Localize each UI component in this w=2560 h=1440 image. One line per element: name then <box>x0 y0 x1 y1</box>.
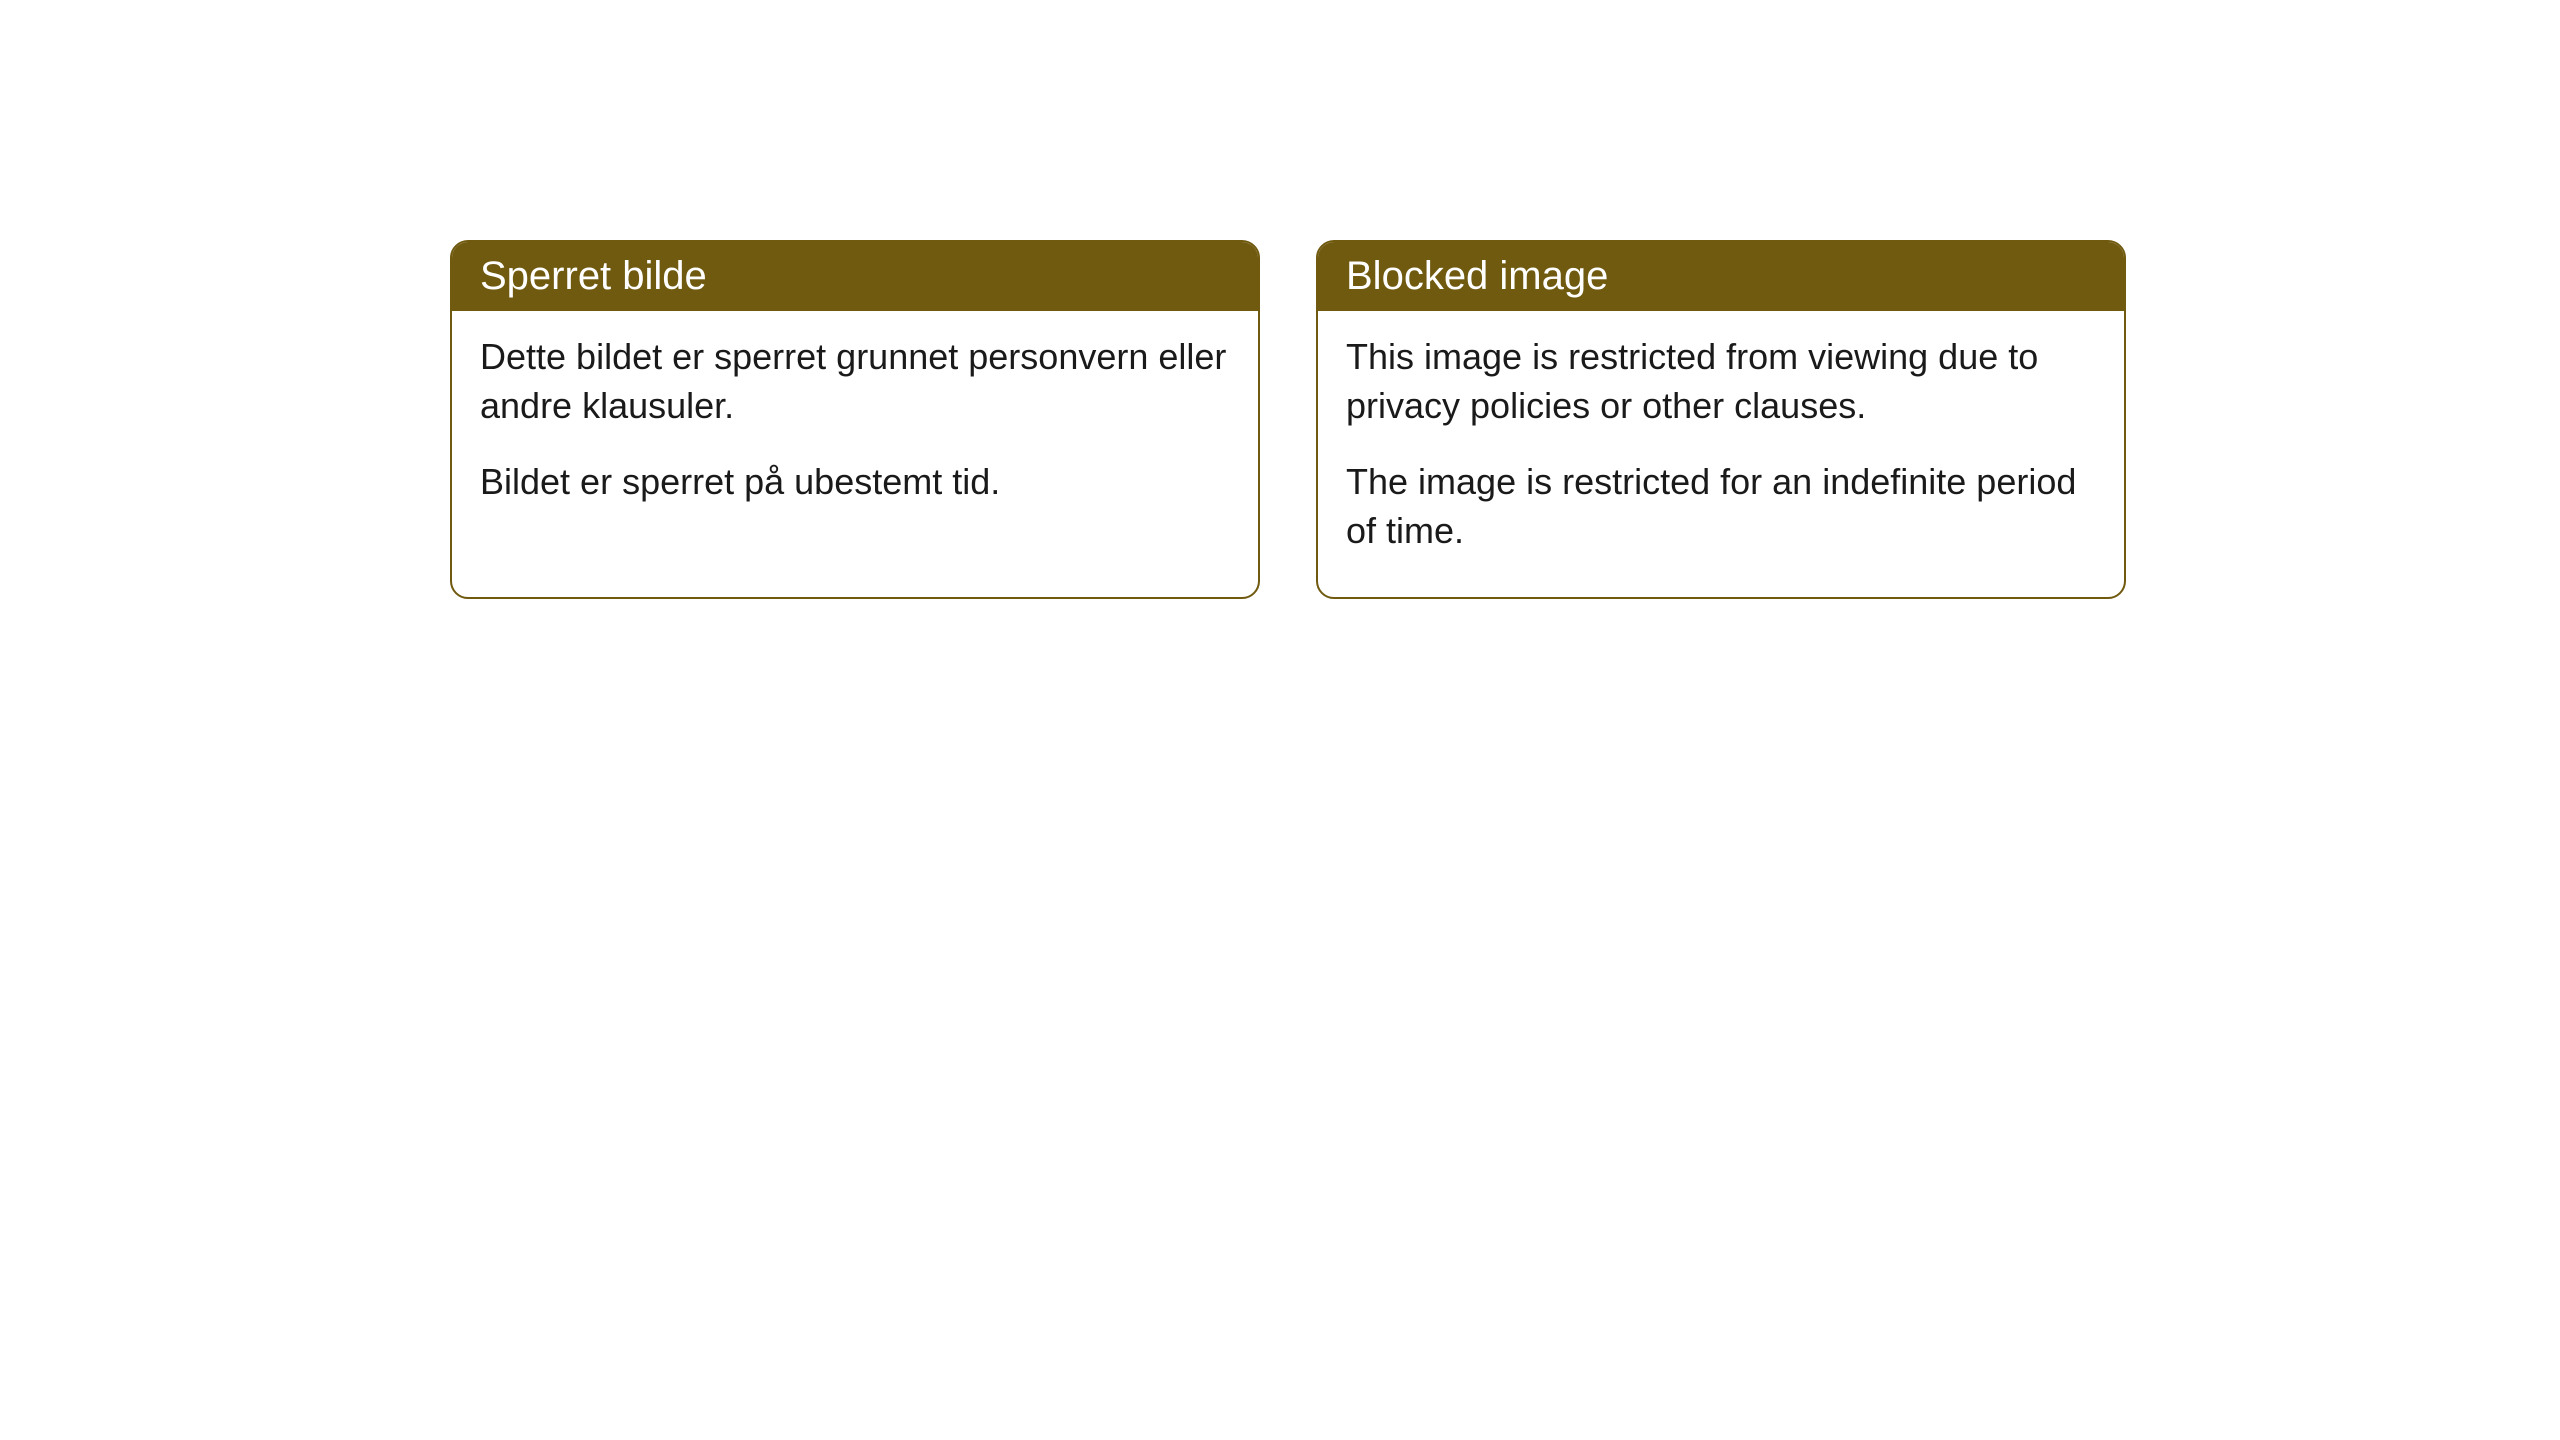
card-paragraph-1-norwegian: Dette bildet er sperret grunnet personve… <box>480 333 1230 430</box>
card-norwegian: Sperret bilde Dette bildet er sperret gr… <box>450 240 1260 599</box>
card-body-english: This image is restricted from viewing du… <box>1318 311 2124 597</box>
card-paragraph-2-english: The image is restricted for an indefinit… <box>1346 458 2096 555</box>
card-paragraph-1-english: This image is restricted from viewing du… <box>1346 333 2096 430</box>
cards-container: Sperret bilde Dette bildet er sperret gr… <box>450 240 2126 599</box>
card-header-english: Blocked image <box>1318 242 2124 311</box>
card-english: Blocked image This image is restricted f… <box>1316 240 2126 599</box>
card-body-norwegian: Dette bildet er sperret grunnet personve… <box>452 311 1258 549</box>
card-paragraph-2-norwegian: Bildet er sperret på ubestemt tid. <box>480 458 1230 507</box>
card-header-norwegian: Sperret bilde <box>452 242 1258 311</box>
